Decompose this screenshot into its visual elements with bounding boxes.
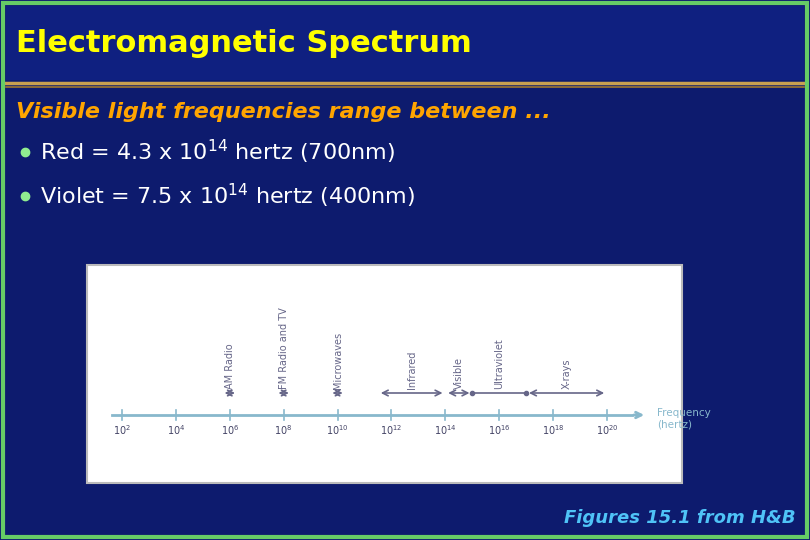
Text: $10^{14}$: $10^{14}$ [434, 423, 457, 437]
Text: $10^{2}$: $10^{2}$ [113, 423, 131, 437]
Text: Violet = 7.5 x 10$^{14}$ hertz (400nm): Violet = 7.5 x 10$^{14}$ hertz (400nm) [40, 182, 416, 210]
Text: Microwaves: Microwaves [333, 332, 343, 389]
Bar [87, 265, 682, 483]
Text: Infrared: Infrared [407, 350, 416, 389]
Text: $10^{6}$: $10^{6}$ [220, 423, 239, 437]
Text: $10^{16}$: $10^{16}$ [488, 423, 510, 437]
Text: $10^{12}$: $10^{12}$ [380, 423, 403, 437]
Text: Figures 15.1 from H&B: Figures 15.1 from H&B [565, 509, 796, 527]
Text: Red = 4.3 x 10$^{14}$ hertz (700nm): Red = 4.3 x 10$^{14}$ hertz (700nm) [40, 138, 394, 166]
Text: Visible light frequencies range between ...: Visible light frequencies range between … [16, 102, 551, 122]
Text: Electromagnetic Spectrum: Electromagnetic Spectrum [16, 29, 471, 57]
Text: $10^{18}$: $10^{18}$ [542, 423, 565, 437]
Text: Visible: Visible [454, 357, 464, 389]
Text: $10^{10}$: $10^{10}$ [326, 423, 349, 437]
Text: Ultraviolet: Ultraviolet [494, 338, 504, 389]
Text: $10^{4}$: $10^{4}$ [167, 423, 185, 437]
Text: $10^{8}$: $10^{8}$ [275, 423, 293, 437]
Text: AM Radio: AM Radio [225, 343, 235, 389]
Bar [6, 6, 804, 80]
Text: FM Radio and TV: FM Radio and TV [279, 307, 288, 389]
Text: Frequency
(hertz): Frequency (hertz) [657, 408, 710, 430]
Text: X-rays: X-rays [561, 359, 572, 389]
Text: $10^{20}$: $10^{20}$ [595, 423, 618, 437]
